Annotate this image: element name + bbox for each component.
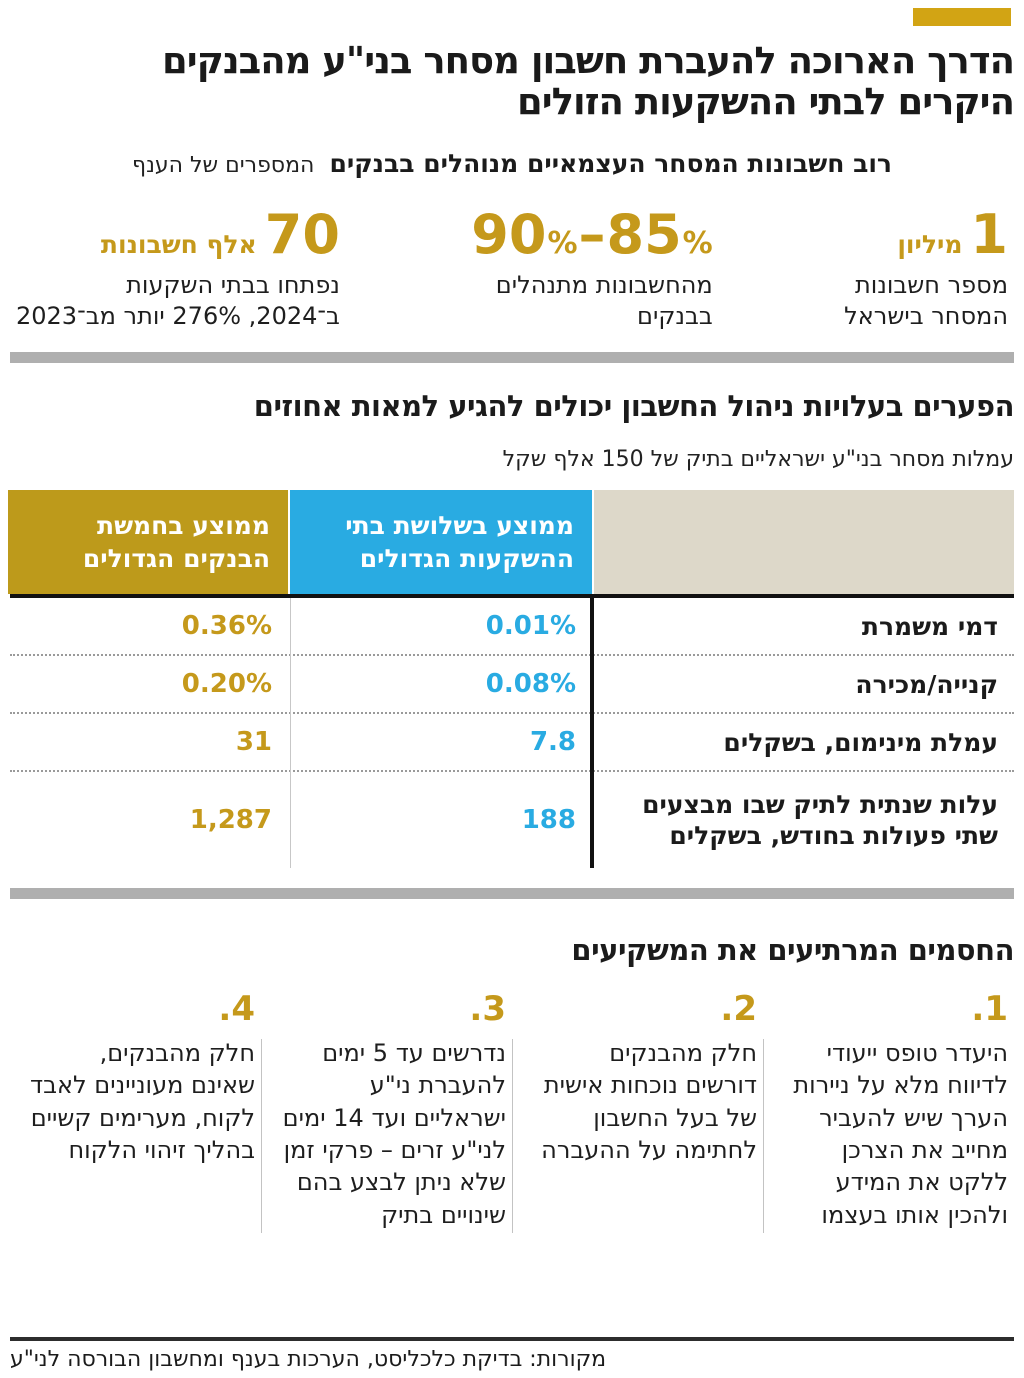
- barriers-section-title: החסמים המרתיעים את המשקיעים: [571, 933, 1014, 968]
- barrier-number: 2.: [720, 989, 757, 1030]
- source-note: מקורות: בדיקת כלכליסט, הערכות בענף ומחשב…: [10, 1347, 607, 1372]
- fees-table-header: ממוצע בשלושת בתי ההשקעות הגדולים ממוצע ב…: [8, 490, 1014, 595]
- footer-rule: [10, 1337, 1014, 1341]
- stat-desc: מספר חשבונות המסחר בישראל: [844, 270, 1008, 331]
- table-row: עמלת מינימום, בשקלים 7.8 31: [10, 712, 1014, 770]
- row-value-investment: 0.08%: [485, 669, 576, 700]
- title-line-2: היקרים לבתי ההשקעות הזולים: [517, 80, 1015, 124]
- barriers-list: 1. היעדר טופס ייעודי לדיווח מלא על ניירו…: [10, 989, 1014, 1241]
- barrier-text: חלק מהבנקים דורשים נוכחות אישית של בעל ה…: [541, 1038, 757, 1164]
- barrier-text: חלק מהבנקים, שאינם מעוניינים לאבד לקוח, …: [30, 1038, 255, 1164]
- table-row: דמי משמרת 0.01% 0.36%: [10, 598, 1014, 654]
- table-row: עלות שנתית לתיק שבו מבצעים שתי פעולות בח…: [10, 770, 1014, 868]
- fees-table-body: דמי משמרת 0.01% 0.36% קנייה/מכירה 0.08% …: [10, 594, 1014, 869]
- stat-value-range: 90 % – 85 %: [471, 202, 713, 266]
- header-cell-empty: [594, 490, 1014, 595]
- stat-share-in-banks: 90 % – 85 % מהחשבונות מתנהלים בבנקים: [471, 202, 713, 332]
- barrier-item-3: 3. נדרשים עד 5 ימים להעברת ני"ע ישראליים…: [261, 989, 512, 1241]
- row-value-investment: 188: [521, 805, 576, 836]
- section-divider: [10, 352, 1014, 364]
- row-label: עמלת מינימום, בשקלים: [723, 727, 998, 757]
- barrier-number: 3.: [469, 989, 506, 1030]
- footer: מקורות: בדיקת כלכליסט, הערכות בענף ומחשב…: [10, 1337, 1014, 1372]
- brand-tag-icon: [913, 8, 1011, 26]
- barrier-item-1: 1. היעדר טופס ייעודי לדיווח מלא על ניירו…: [763, 989, 1014, 1241]
- stat-desc: נפתחו בבתי השקעות ב־2024, 276% יותר מב־2…: [16, 270, 340, 331]
- barrier-item-2: 2. חלק מהבנקים דורשים נוכחות אישית של בע…: [512, 989, 763, 1241]
- fees-table: ממוצע בשלושת בתי ההשקעות הגדולים ממוצע ב…: [8, 490, 1014, 869]
- row-value-investment: 7.8: [529, 727, 576, 758]
- stat-suffix: מיליון: [897, 229, 963, 259]
- page-title: הדרך הארוכה להעברת חשבון מסחר בני"ע מהבנ…: [10, 39, 1015, 124]
- barrier-item-4: 4. חלק מהבנקים, שאינם מעוניינים לאבד לקו…: [10, 989, 261, 1241]
- row-value-bank: 1,287: [189, 805, 272, 836]
- row-value-bank: 0.36%: [181, 611, 272, 642]
- stat-new-accounts: 70 אלף חשבונות נפתחו בבתי השקעות ב־2024,…: [16, 202, 340, 332]
- title-line-1: הדרך הארוכה להעברת חשבון מסחר בני"ע מהבנ…: [161, 39, 1015, 82]
- row-value-bank: 0.20%: [181, 669, 272, 700]
- barrier-number: 1.: [971, 989, 1008, 1030]
- stat-suffix: אלף חשבונות: [100, 229, 257, 259]
- stat-accounts-total: 1 מיליון מספר חשבונות המסחר בישראל: [844, 202, 1008, 332]
- kicker-light: המספרים של הענף: [132, 152, 315, 178]
- header-cell-banks: ממוצע בחמשת הבנקים הגדולים: [8, 490, 288, 595]
- row-label: דמי משמרת: [861, 611, 998, 641]
- row-value-investment: 0.01%: [485, 611, 576, 642]
- stat-value: 70: [264, 202, 340, 266]
- table-row: קנייה/מכירה 0.08% 0.20%: [10, 654, 1014, 712]
- fees-section-subtitle: עמלות מסחר בני"ע ישראליים בתיק של 150 אל…: [502, 447, 1014, 473]
- header-cell-investment-houses: ממוצע בשלושת בתי ההשקעות הגדולים: [290, 490, 592, 595]
- row-label: עלות שנתית לתיק שבו מבצעים שתי פעולות בח…: [642, 790, 998, 851]
- barrier-text: היעדר טופס ייעודי לדיווח מלא על ניירות ה…: [793, 1038, 1008, 1229]
- kicker-bold: רוב חשבונות המסחר העצמאיים מנוהלים בבנקי…: [329, 148, 892, 178]
- stats-row: 1 מיליון מספר חשבונות המסחר בישראל 90 % …: [10, 202, 1014, 332]
- kicker: רוב חשבונות המסחר העצמאיים מנוהלים בבנקי…: [10, 149, 1014, 178]
- fees-section-title: הפערים בעלויות ניהול החשבון יכולים להגיע…: [253, 389, 1015, 424]
- stat-desc: מהחשבונות מתנהלים בבנקים: [495, 270, 713, 331]
- row-label: קנייה/מכירה: [855, 669, 998, 699]
- barrier-number: 4.: [218, 989, 255, 1030]
- barrier-text: נדרשים עד 5 ימים להעברת ני"ע ישראליים וע…: [282, 1038, 506, 1229]
- stat-value: 1: [970, 202, 1008, 266]
- row-value-bank: 31: [235, 727, 272, 758]
- section-divider: [10, 888, 1014, 900]
